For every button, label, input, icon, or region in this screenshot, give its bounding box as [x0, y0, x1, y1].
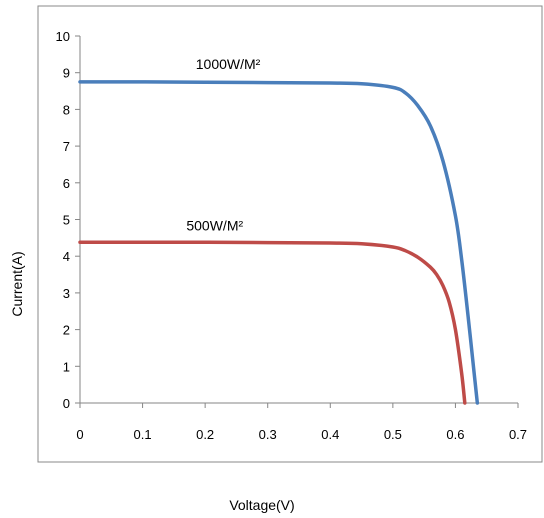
y-tick-label: 6 [63, 176, 70, 191]
y-tick-label: 5 [63, 213, 70, 228]
y-tick-label: 9 [63, 66, 70, 81]
y-tick-label: 3 [63, 286, 70, 301]
series-line-1 [78, 80, 480, 405]
y-tick-label: 1 [63, 359, 70, 374]
y-axis-title: Current(A) [9, 251, 25, 316]
y-tick-label: 10 [56, 29, 70, 44]
x-tick-label: 0.7 [509, 427, 527, 442]
x-tick-label: 0.3 [259, 427, 277, 442]
plot-area: 0 1 2 3 4 5 6 7 8 9 10 0 0.1 0.2 0.3 0.4 0.5 0.6 0.7 1000W/… [56, 29, 528, 442]
x-tick-label: 0.2 [196, 427, 214, 442]
x-tick-label: 0.4 [321, 427, 339, 442]
series-line-2 [78, 240, 467, 405]
y-tick-label: 7 [63, 139, 70, 154]
x-tick-label: 0.6 [446, 427, 464, 442]
x-tick-label: 0 [76, 427, 83, 442]
x-tick-label: 0.5 [384, 427, 402, 442]
y-tick-label: 8 [63, 102, 70, 117]
y-tick-label: 0 [63, 396, 70, 411]
x-axis-title: Voltage(V) [229, 497, 294, 513]
annotation-label-1: 1000W/M² [196, 56, 261, 72]
annotation-label-2: 500W/M² [186, 218, 243, 234]
y-tick-label: 2 [63, 323, 70, 338]
chart-frame [37, 5, 543, 463]
y-tick-label: 4 [63, 249, 70, 264]
x-tick-label: 0.1 [134, 427, 152, 442]
